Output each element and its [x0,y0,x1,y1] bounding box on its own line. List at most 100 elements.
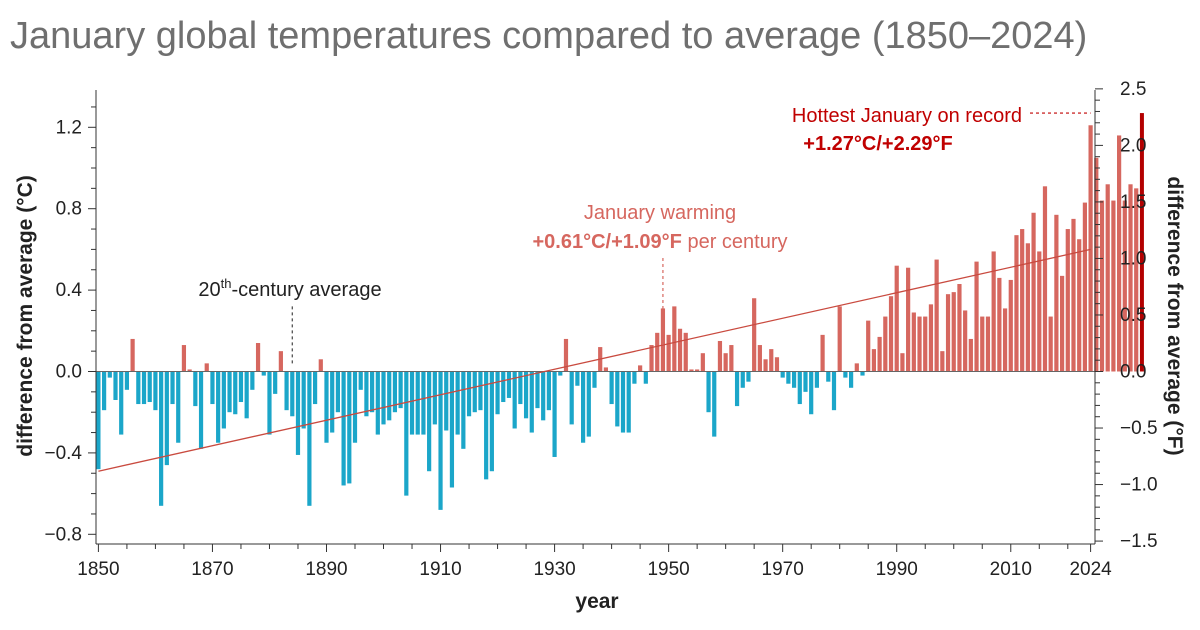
x-tick-label: 1870 [191,559,233,580]
y-tick-left-label: 0.0 [56,362,82,383]
bar-1931 [558,371,563,376]
bar-1923 [512,371,517,429]
x-tick-label: 2024 [1069,559,1112,580]
bar-1934 [575,371,580,386]
bar-1868 [198,371,204,449]
bar-1906 [415,371,420,435]
bar-2027 [1105,184,1110,372]
bar-1879 [261,371,266,376]
bar-1975 [809,371,814,415]
bar-1911 [444,371,449,431]
chart-title: January global temperatures compared to … [10,15,1087,57]
bar-1907 [421,371,426,435]
bar-2023 [1082,202,1087,372]
bar-1944 [632,371,637,384]
bar-1880 [267,371,272,435]
bar-1964 [746,371,751,382]
annotation-warming-suffix: per century [682,231,788,253]
bar-1885 [295,371,301,455]
bar-1953 [683,332,688,372]
bar-1909 [432,371,437,425]
bar-1894 [347,371,352,484]
bar-1978 [826,371,831,382]
annotation-hottest-value: +1.27°C/+2.29°F [803,133,952,155]
bar-2015 [1037,251,1042,372]
bar-1856 [130,338,135,372]
bar-1952 [677,328,683,372]
bar-2003 [968,338,973,372]
bar-1892 [335,371,340,413]
bar-1901 [387,371,392,421]
bar-1910 [438,371,443,510]
bar-1972 [791,371,797,388]
bar-1988 [883,316,888,372]
bar-1884 [290,371,295,417]
bar-2000 [951,292,956,372]
bar-2009 [1002,308,1008,372]
bar-1943 [626,371,631,433]
bar-1919 [489,371,494,472]
bar-1927 [535,371,540,409]
bar-1990 [894,265,899,372]
bar-2029 [1117,135,1122,372]
bar-1996 [928,304,934,372]
bar-1960 [723,353,728,372]
bar-1850 [96,371,101,470]
bar-1981 [843,371,848,378]
bar-1993 [911,312,916,372]
bar-1914 [461,371,466,449]
bar-1917 [478,371,483,411]
bar-1979 [831,371,837,411]
bar-2021 [1071,218,1076,372]
bar-1924 [518,371,523,405]
bar-1928 [541,371,546,421]
bar-1903 [398,371,403,409]
y-tick-right-label: −1.5 [1120,531,1158,552]
bar-2030 [1122,200,1127,372]
bar-2010 [1008,279,1013,372]
annotation-avg-rest: -century average [232,279,382,301]
bar-1930 [552,371,557,457]
bar-1921 [501,371,506,403]
bar-1891 [330,371,335,433]
bar-1932 [563,338,569,372]
bar-2026 [1099,200,1105,372]
y-tick-right-label: 1.0 [1120,248,1146,269]
axes-layer: −0.8 −0.4 0.0 0.4 0.8 1.2 −1.5 −1.0 −0.5 0.0 0.5 1.… [44,79,1157,580]
bar-1863 [170,371,175,405]
bar-2019 [1059,275,1065,372]
annotation-warming-title: January warming [584,202,736,224]
bar-1992 [906,267,911,372]
bar-1853 [113,371,118,400]
bar-1970 [780,371,785,378]
trend-line [98,248,1091,472]
bar-2001 [957,284,962,372]
x-tick-label: 1890 [305,559,347,580]
bar-1929 [546,371,551,411]
bar-1866 [187,369,192,372]
bar-1900 [381,371,386,425]
bar-1967 [763,359,768,372]
bar-1905 [409,371,415,435]
bar-1895 [352,371,358,443]
bar-1942 [620,371,626,433]
annotation-20th-century-average: 20th-century average [198,276,381,301]
y-tick-right-label: −0.5 [1120,418,1158,439]
x-tick-label: 1910 [419,559,461,580]
bar-2020 [1065,229,1070,372]
bar-1922 [506,371,512,398]
bar-2004 [974,261,979,372]
bar-1916 [472,371,477,413]
bar-2017 [1048,316,1053,372]
bar-2005 [980,316,985,372]
bar-1862 [164,371,169,466]
bar-1973 [797,371,802,405]
bar-1995 [923,316,928,372]
bar-1947 [649,345,654,372]
x-tick-label: 1850 [77,559,119,580]
bar-1858 [141,371,147,405]
bar-1962 [734,371,740,407]
bar-1969 [774,357,780,372]
bar-2024 [1088,125,1093,372]
